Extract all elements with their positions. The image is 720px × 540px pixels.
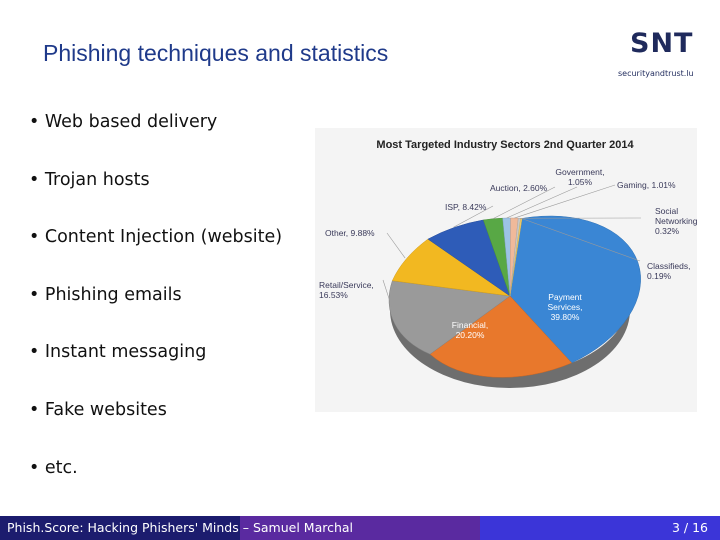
footer-title: Phish.Score: Hacking Phishers' Minds – S… xyxy=(7,520,354,535)
bullet-item: • Instant messaging xyxy=(29,342,207,363)
bullet-item: • Content Injection (website) xyxy=(29,227,283,248)
leader-line-gaming xyxy=(514,184,616,219)
pie-slice-retail-service xyxy=(388,280,511,355)
leader-line-other xyxy=(386,232,406,259)
slide-title: Phishing techniques and statistics xyxy=(43,40,389,66)
data-label-financial: Financial, 20.20% xyxy=(452,320,488,340)
bullet-item: • Web based delivery xyxy=(29,112,218,132)
bullet-item: • Fake websites xyxy=(29,399,167,420)
data-label-retail-service: Retail/Service, 16.53% xyxy=(319,280,374,300)
data-label-other: Other, 9.88% xyxy=(325,228,375,238)
snt-logo: SNT securityandtrust.lu xyxy=(618,28,694,84)
data-label-classifieds: Classifieds, 0.19% xyxy=(647,261,690,281)
data-label-payment-services: Payment Services, 39.80% xyxy=(548,292,583,322)
pie-chart: Most Targeted Industry Sectors 2nd Quart… xyxy=(319,139,697,388)
data-label-government: Government, 1.05% xyxy=(555,167,604,187)
data-label-isp: ISP, 8.42% xyxy=(445,202,487,212)
footer-bar: Phish.Score: Hacking Phishers' Minds – S… xyxy=(0,516,720,540)
leader-line-government xyxy=(506,186,578,219)
bullet-list: • Web based delivery • Trojan hosts • Co… xyxy=(29,108,282,511)
data-label-auction: Auction, 2.60% xyxy=(490,183,548,193)
leader-line-retail-service xyxy=(382,279,397,321)
data-label-gaming: Gaming, 1.01% xyxy=(617,180,676,190)
footer-segment-right xyxy=(480,516,720,540)
pie-slice-financial xyxy=(429,295,573,378)
logo-tagline: securityandtrust.lu xyxy=(618,69,694,78)
bullet-item: • etc. xyxy=(29,457,78,478)
leader-line-isp xyxy=(453,205,494,228)
page-number: 3 / 16 xyxy=(671,520,708,535)
bullet-item: • Trojan hosts xyxy=(29,169,150,190)
pie-labels: Payment Services, 39.80% Financial, 20.20% Re… xyxy=(319,167,697,340)
leader-line-auction xyxy=(492,186,556,220)
footer-segment-middle xyxy=(240,516,480,540)
bullet-item: • Phishing emails xyxy=(29,284,182,305)
chart-title: Most Targeted Industry Sectors 2nd Quart… xyxy=(376,139,634,151)
logo-letters: SNT xyxy=(630,28,694,59)
data-label-social-networking: Social Networking, 0.32% xyxy=(655,206,697,236)
pie-chart-image: Most Targeted Industry Sectors 2nd Quart… xyxy=(315,128,697,412)
leader-line-classifieds xyxy=(521,218,641,262)
pie-slice-payment-services xyxy=(509,215,641,364)
pie-leader-lines xyxy=(382,184,642,321)
footer-segment-left xyxy=(0,516,240,540)
